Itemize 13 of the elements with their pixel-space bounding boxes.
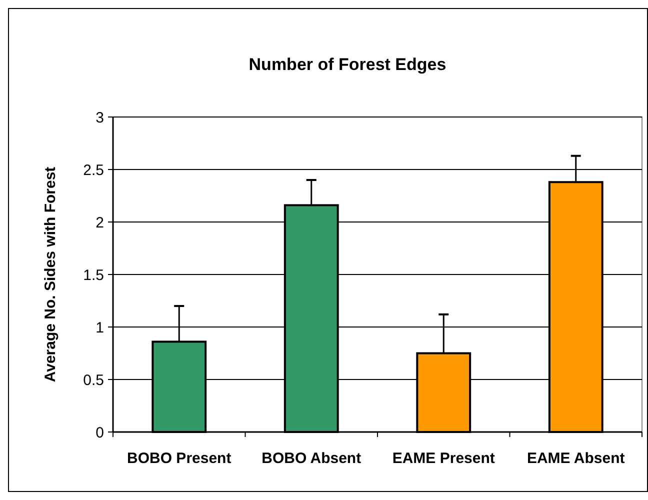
y-tick-label: 3 — [96, 109, 104, 126]
y-tick-label: 0.5 — [83, 372, 104, 389]
y-axis-title: Average No. Sides with Forest — [42, 166, 59, 382]
x-tick-label: EAME Absent — [526, 450, 625, 467]
chart-title: Number of Forest Edges — [248, 55, 446, 74]
x-tick-label: BOBO Present — [127, 450, 232, 467]
y-tick-label: 0 — [96, 424, 104, 442]
y-tick-label: 1.5 — [83, 266, 104, 284]
y-tick-label: 2.5 — [83, 162, 104, 179]
x-tick-label: BOBO Absent — [262, 450, 362, 467]
y-tick-label: 2 — [96, 214, 104, 232]
x-tick-label: EAME Present — [392, 450, 495, 467]
y-tick-label: 1 — [96, 319, 104, 336]
